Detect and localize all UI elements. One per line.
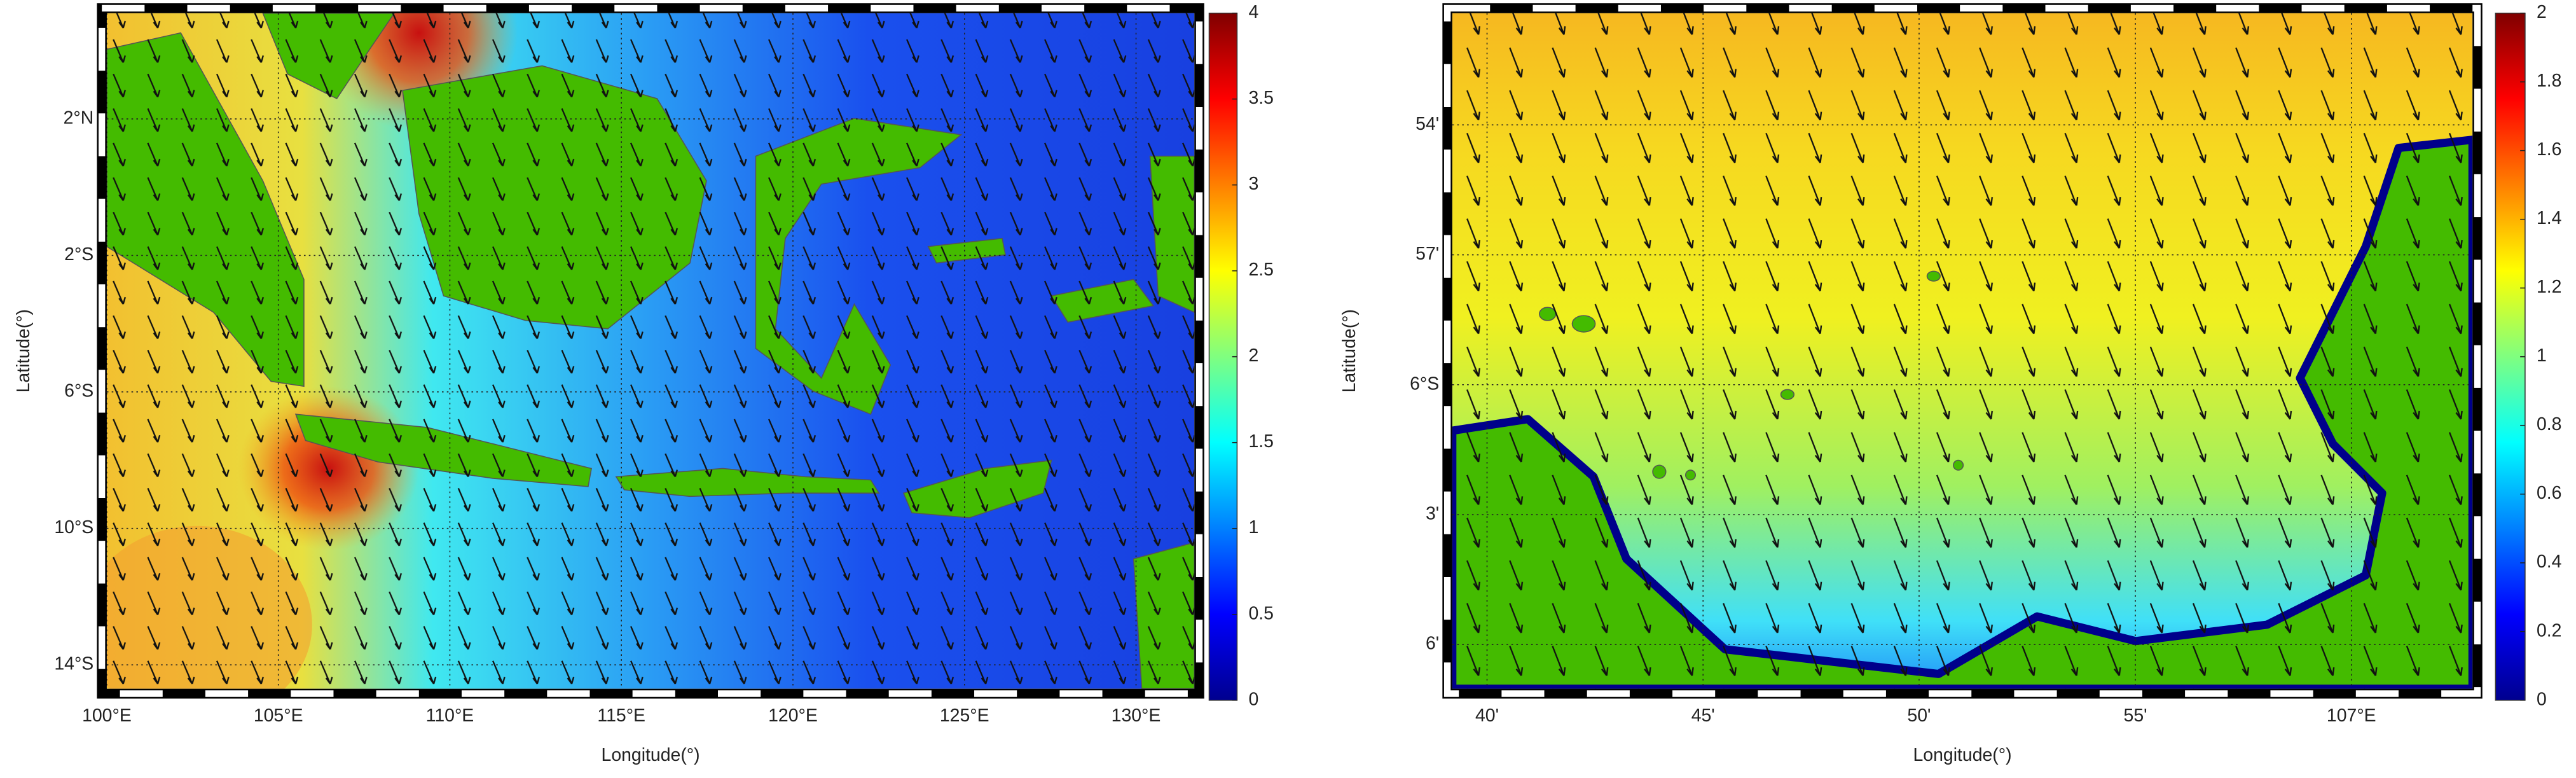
x-tick-label: 110°E	[426, 705, 474, 726]
colorbar-tick-label: 1	[2537, 345, 2547, 366]
colorbar-tick-label: 1.8	[2537, 71, 2561, 91]
y-tick-label: 2°N	[64, 108, 94, 128]
colorbar-tick-label: 1.6	[2537, 139, 2561, 160]
x-axis-label: Longitude(°)	[602, 745, 700, 765]
y-tick-label: 10°S	[54, 517, 93, 538]
colorbar-tick-label: 2	[2537, 2, 2547, 22]
y-tick-label: 57'	[1415, 244, 1439, 264]
colorbar-tick-label: 0.5	[1248, 603, 1273, 623]
colorbar-tick-label: 0	[2537, 689, 2547, 709]
y-tick-label: 3'	[1426, 504, 1439, 524]
colorbar-tick-label: 0.4	[2537, 552, 2561, 572]
y-tick-label: 14°S	[54, 654, 93, 674]
colorbar-tick-label: 1.5	[1248, 431, 1273, 452]
x-tick-label: 115°E	[597, 705, 645, 726]
y-tick-label: 6°S	[64, 381, 93, 401]
colorbar-tick-label: 0.6	[2537, 483, 2561, 503]
y-tick-label: 6'	[1426, 634, 1439, 654]
colorbar-tick-label: 1.4	[2537, 208, 2561, 228]
x-tick-label: 40'	[1475, 705, 1499, 726]
x-tick-label: 125°E	[940, 705, 989, 726]
y-axis-label: Latitude(°)	[1339, 309, 1360, 392]
map-frame-dash	[1443, 4, 2481, 697]
colorbar-tick-label: 0.8	[2537, 414, 2561, 434]
colorbar-tick-label: 1	[1248, 517, 1258, 538]
map-right-field	[1452, 13, 2473, 689]
colorbar-tick-label: 2	[1248, 345, 1258, 366]
x-tick-label: 100°E	[82, 705, 132, 726]
colorbar-tick-label: 3	[1248, 174, 1258, 194]
x-tick-label: 107°E	[2327, 705, 2376, 726]
y-axis-label: Latitude(°)	[13, 309, 34, 392]
x-tick-label: 130°E	[1112, 705, 1161, 726]
colorbar-tick-label: 0.2	[2537, 620, 2561, 641]
colorbar-tick-label: 3.5	[1248, 88, 1273, 108]
colorbar-tick-label: 4	[1248, 2, 1258, 22]
x-tick-label: 55'	[2124, 705, 2147, 726]
colorbar-tick-label: 1.2	[2537, 277, 2561, 297]
y-tick-label: 54'	[1415, 114, 1439, 134]
x-axis-label: Longitude(°)	[1913, 745, 2012, 765]
x-tick-label: 120°E	[768, 705, 818, 726]
x-tick-label: 105°E	[254, 705, 303, 726]
y-tick-label: 2°S	[64, 244, 93, 265]
map-frame-dash	[99, 4, 1203, 697]
x-tick-label: 45'	[1691, 705, 1715, 726]
x-tick-label: 50'	[1907, 705, 1931, 726]
y-tick-label: 6°S	[1410, 373, 1439, 394]
colorbar-tick-label: 0	[1248, 689, 1258, 709]
colorbar-tick-label: 2.5	[1248, 260, 1273, 280]
map-left-field	[106, 13, 1195, 689]
